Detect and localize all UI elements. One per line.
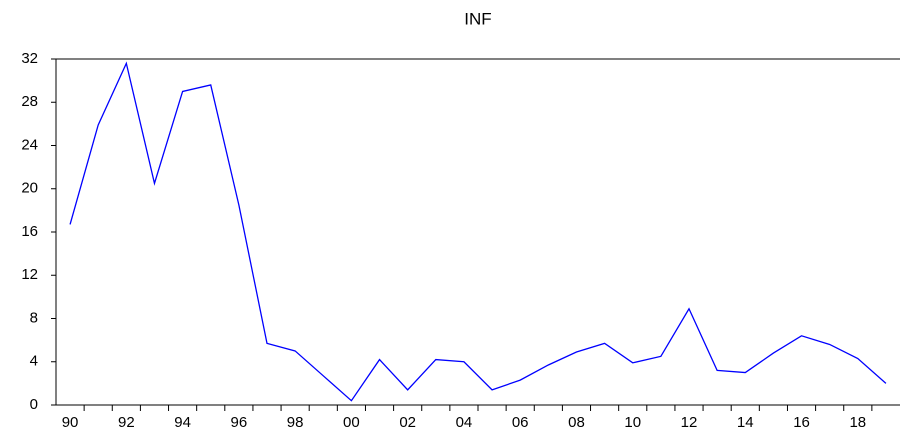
x-tick-label: 14: [737, 414, 754, 431]
y-tick-label: 32: [21, 50, 38, 67]
x-tick-label: 90: [62, 414, 79, 431]
x-tick-label: 12: [681, 414, 698, 431]
x-tick-label: 92: [118, 414, 135, 431]
x-tick-label: 18: [849, 414, 866, 431]
x-tick-label: 02: [399, 414, 416, 431]
x-tick-label: 98: [287, 414, 304, 431]
x-tick-label: 96: [231, 414, 248, 431]
data-line: [69, 61, 887, 402]
x-tick-label: 04: [456, 414, 473, 431]
y-tick-label: 4: [30, 353, 38, 370]
y-tick-label: 28: [21, 93, 38, 110]
y-tick-label: 12: [21, 266, 38, 283]
y-tick-label: 24: [21, 136, 38, 153]
x-tick-label: 16: [793, 414, 810, 431]
x-tick-label: 08: [568, 414, 585, 431]
x-tick-label: 10: [624, 414, 641, 431]
y-tick-label: 8: [30, 309, 38, 326]
x-tick-label: 00: [343, 414, 360, 431]
y-tick-label: 0: [30, 396, 38, 413]
y-tick-label: 16: [21, 223, 38, 240]
y-tick-label: 20: [21, 180, 38, 197]
chart-title: INF: [464, 9, 491, 28]
x-tick-label: 94: [174, 414, 191, 431]
x-tick-label: 06: [512, 414, 529, 431]
